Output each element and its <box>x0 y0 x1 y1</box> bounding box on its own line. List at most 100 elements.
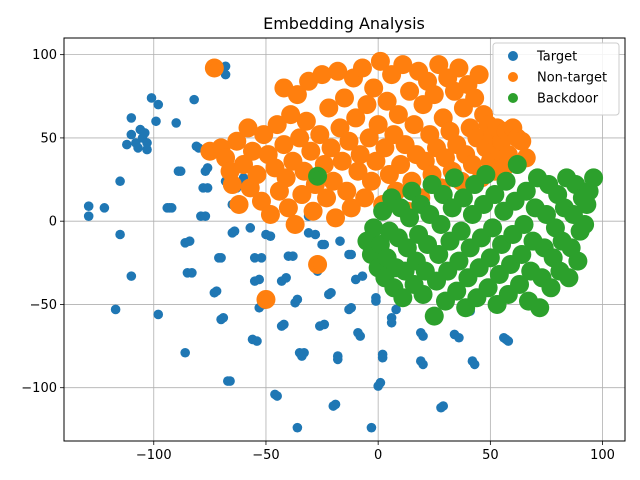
y-tick-label: 0 <box>49 215 57 230</box>
data-point <box>337 181 357 201</box>
data-point <box>220 69 231 80</box>
data-point <box>126 271 137 281</box>
y-tick-label: −50 <box>30 298 57 313</box>
data-point <box>373 201 393 221</box>
data-point <box>229 226 240 236</box>
data-point <box>357 95 377 115</box>
data-point <box>335 88 354 108</box>
data-point <box>350 145 370 165</box>
data-point <box>483 218 503 238</box>
data-point <box>153 99 164 110</box>
data-point <box>278 198 298 218</box>
data-point <box>187 268 197 278</box>
data-point <box>386 317 397 328</box>
legend-label: Backdoor <box>537 92 599 107</box>
data-point <box>247 165 267 185</box>
data-point <box>530 298 550 318</box>
legend-box <box>492 42 620 116</box>
data-point <box>346 108 366 128</box>
data-point <box>355 331 366 341</box>
data-point <box>444 168 464 188</box>
data-point <box>346 249 357 260</box>
data-point <box>115 229 125 240</box>
legend-marker <box>508 51 518 61</box>
outlier-point <box>209 63 220 73</box>
data-point <box>83 211 94 221</box>
data-point <box>146 93 157 103</box>
data-point <box>469 65 489 85</box>
data-point <box>438 401 449 411</box>
data-point <box>397 238 417 258</box>
legend-label: Non-target <box>537 71 607 86</box>
data-point <box>418 331 428 341</box>
legend-marker <box>508 72 518 82</box>
x-tick-label: 100 <box>590 448 615 463</box>
data-point <box>281 105 301 125</box>
data-point <box>433 185 453 205</box>
data-point <box>242 141 262 161</box>
data-point <box>375 138 395 158</box>
data-point <box>301 141 321 161</box>
data-point <box>449 58 469 78</box>
data-point <box>361 171 381 191</box>
data-point <box>512 131 532 151</box>
y-tick-label: 50 <box>40 131 57 146</box>
data-point <box>184 236 195 246</box>
data-point <box>142 138 152 148</box>
data-point <box>476 165 496 185</box>
data-point <box>503 336 514 346</box>
data-point <box>153 309 164 320</box>
data-point <box>357 271 368 281</box>
data-point <box>265 231 276 241</box>
data-point <box>83 201 94 211</box>
data-point <box>299 347 309 358</box>
data-point <box>496 171 516 191</box>
y-axis: −100 −50 0 50 100 <box>21 48 64 396</box>
data-point <box>272 391 282 401</box>
data-point <box>400 208 420 228</box>
data-point <box>312 65 332 85</box>
data-point <box>352 58 372 78</box>
data-point <box>516 181 536 201</box>
data-point <box>166 203 177 213</box>
data-point <box>404 115 424 135</box>
data-point <box>245 223 256 233</box>
data-point <box>575 215 595 235</box>
data-point <box>189 94 199 105</box>
data-point <box>377 352 388 363</box>
data-point <box>292 185 312 205</box>
data-point <box>480 248 500 268</box>
data-point <box>234 155 254 175</box>
x-tick-label: −50 <box>252 448 279 463</box>
data-point <box>391 304 401 315</box>
data-point <box>254 274 265 285</box>
data-point <box>424 85 444 105</box>
data-point <box>370 51 390 71</box>
data-point <box>359 128 379 148</box>
data-point <box>317 188 337 208</box>
data-point <box>229 195 249 215</box>
data-point <box>326 208 346 228</box>
data-point <box>507 155 527 175</box>
data-point <box>260 205 280 225</box>
data-point <box>180 347 190 358</box>
data-point <box>202 163 213 173</box>
data-point <box>431 215 451 235</box>
data-point <box>449 251 469 271</box>
data-point <box>326 287 336 298</box>
data-point <box>126 113 137 123</box>
data-point <box>366 422 377 433</box>
data-point <box>364 218 384 238</box>
data-point <box>218 312 229 323</box>
data-point <box>323 171 343 191</box>
data-point <box>568 251 588 271</box>
outlier-point <box>312 171 323 182</box>
data-point <box>462 155 482 175</box>
legend-marker <box>508 93 518 103</box>
data-point <box>252 336 262 346</box>
data-point <box>281 273 291 283</box>
x-tick-label: 0 <box>374 448 382 463</box>
data-point <box>332 151 352 171</box>
data-point <box>447 281 467 301</box>
data-point <box>388 105 408 125</box>
